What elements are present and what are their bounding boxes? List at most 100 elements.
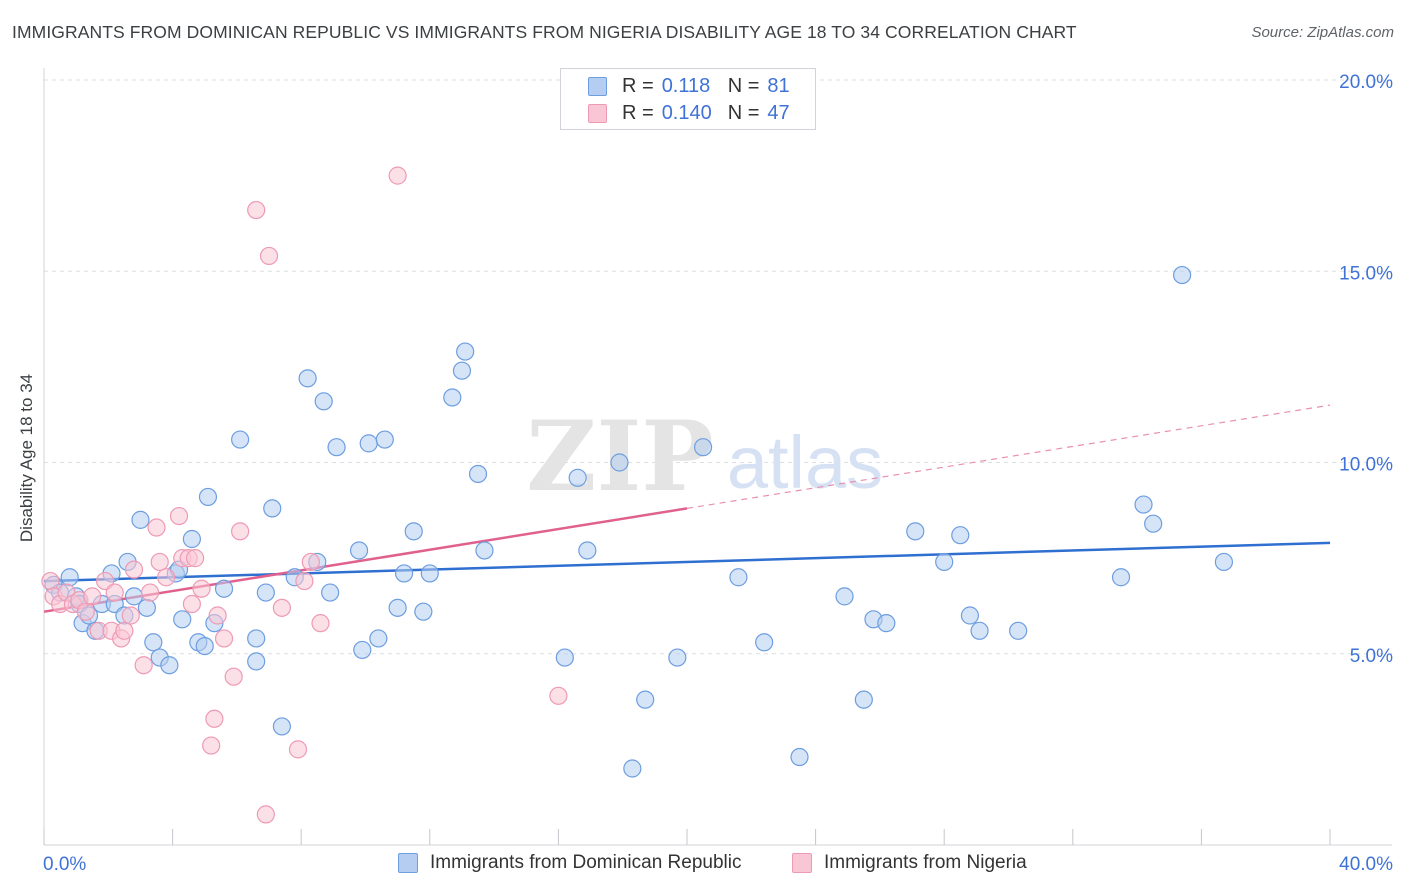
point-dominican <box>394 564 414 583</box>
point-dominican <box>1214 552 1234 572</box>
point-nigeria <box>134 656 153 675</box>
point-dominican <box>693 438 713 457</box>
point-nigeria <box>105 583 124 602</box>
point-dominican <box>935 552 954 572</box>
point-dominican <box>443 388 462 407</box>
axes <box>43 68 1392 846</box>
point-dominican <box>755 633 774 652</box>
point-nigeria <box>205 709 224 728</box>
point-nigeria <box>150 552 169 572</box>
point-nigeria <box>76 602 95 621</box>
legend-n-label: N = <box>727 74 760 97</box>
y-tick-label: 15.0% <box>1339 263 1393 284</box>
tick-labels: 5.0% 10.0% 15.0% 20.0% 0.0% 40.0% <box>43 72 1393 875</box>
correlation-legend: R = 0.118 N = 81 R = 0.140 N = 47 <box>560 68 816 130</box>
point-dominican <box>144 633 163 652</box>
x-tick-label-max: 40.0% <box>1339 854 1393 875</box>
legend-r-label: R = <box>622 74 654 97</box>
point-dominican <box>668 648 687 667</box>
point-dominican <box>951 526 970 545</box>
point-nigeria <box>124 560 144 579</box>
point-dominican <box>247 629 266 648</box>
point-nigeria <box>247 200 266 220</box>
point-dominican <box>321 583 340 602</box>
source-label: Source: ZipAtlas.com <box>1251 24 1394 41</box>
point-dominican <box>790 747 809 767</box>
point-nigeria <box>192 579 211 598</box>
point-nigeria <box>208 606 227 625</box>
point-nigeria <box>549 686 568 705</box>
point-nigeria <box>182 594 201 614</box>
point-nigeria <box>301 552 320 572</box>
point-dominican <box>1009 621 1028 640</box>
point-dominican <box>854 690 873 709</box>
legend-row-nigeria: R = 0.140 N = 47 <box>588 100 790 126</box>
point-dominican <box>877 614 896 633</box>
legend-item-nigeria[interactable]: Immigrants from Nigeria <box>792 852 1027 874</box>
point-dominican <box>195 636 214 656</box>
point-dominican <box>970 621 989 640</box>
point-dominican <box>960 606 980 625</box>
legend-n-label: N = <box>727 101 760 124</box>
trend-extension-nigeria <box>686 404 1331 509</box>
point-dominican <box>349 541 369 560</box>
point-dominican <box>131 510 150 529</box>
point-dominican <box>456 342 475 361</box>
point-nigeria <box>140 583 160 602</box>
legend-r-value: 0.118 <box>661 74 711 97</box>
point-nigeria <box>272 598 292 617</box>
point-nigeria <box>147 518 166 537</box>
chart-title: IMMIGRANTS FROM DOMINICAN REPUBLIC VS IM… <box>12 22 1077 42</box>
point-dominican <box>388 598 407 617</box>
point-nigeria <box>214 629 234 648</box>
point-dominican <box>1144 514 1163 533</box>
point-dominican <box>256 583 275 602</box>
point-dominican <box>729 568 748 587</box>
point-dominican <box>404 522 423 541</box>
point-nigeria <box>186 549 205 568</box>
legend-series-label: Immigrants from Dominican Republic <box>430 852 742 873</box>
point-dominican <box>359 434 378 453</box>
point-dominican <box>137 598 156 617</box>
point-nigeria <box>288 740 308 759</box>
point-dominican <box>60 568 79 587</box>
point-dominican <box>231 430 250 449</box>
point-nigeria <box>295 571 314 591</box>
legend-swatch-blue <box>398 853 418 873</box>
point-dominican <box>160 656 179 675</box>
y-tick-label: 10.0% <box>1339 455 1393 476</box>
point-dominican <box>369 629 388 648</box>
x-tick-label-min: 0.0% <box>43 854 86 875</box>
point-nigeria <box>202 736 221 755</box>
legend-item-dominican[interactable]: Immigrants from Dominican Republic <box>398 852 742 874</box>
legend-n-value: 81 <box>767 74 790 97</box>
point-nigeria <box>121 606 140 625</box>
legend-row-dominican: R = 0.118 N = 81 <box>588 73 790 99</box>
point-dominican <box>578 541 597 560</box>
point-dominican <box>623 759 642 778</box>
point-nigeria <box>224 667 243 686</box>
point-dominican <box>182 529 201 549</box>
point-nigeria <box>115 621 134 640</box>
legend-swatch-pink <box>792 853 812 873</box>
point-dominican <box>475 541 494 560</box>
point-nigeria <box>256 805 275 824</box>
point-nigeria <box>169 506 189 526</box>
point-dominican <box>353 640 372 660</box>
point-dominican <box>1111 568 1131 587</box>
legend-series-label: Immigrants from Nigeria <box>824 852 1027 873</box>
point-dominican <box>636 690 655 709</box>
point-dominican <box>263 499 282 518</box>
point-dominican <box>555 648 574 667</box>
point-dominican <box>272 717 292 736</box>
point-dominican <box>198 487 218 507</box>
legend-r-value: 0.140 <box>661 101 712 124</box>
y-tick-label: 20.0% <box>1339 72 1393 93</box>
point-dominican <box>452 361 472 380</box>
point-dominican <box>1134 495 1153 514</box>
point-dominican <box>314 392 333 411</box>
point-nigeria <box>311 614 330 633</box>
trend-line-dominican <box>43 541 1331 583</box>
data-points <box>41 166 1234 824</box>
